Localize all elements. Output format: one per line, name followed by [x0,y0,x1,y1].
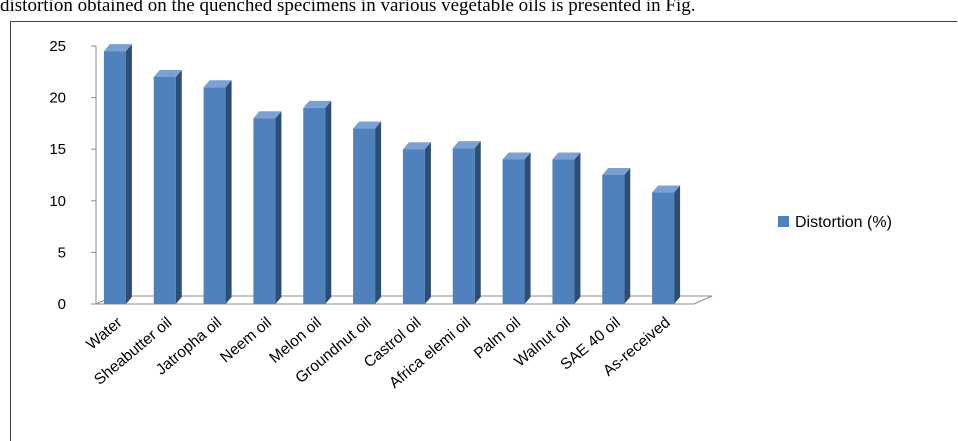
bar-side [225,80,232,304]
bar-as-received [652,185,681,304]
bar-sheabutter-oil [153,69,182,305]
figure-caption: distortion obtained on the quenched spec… [0,0,696,16]
bar-side [125,44,132,304]
bar-front [253,118,276,305]
bar-front [652,192,675,304]
bar-side [624,168,631,304]
bar-side [375,121,382,304]
x-tick-label: Water [83,314,125,353]
bar-top [303,100,332,108]
bar-top [452,141,481,149]
bar-side [325,100,332,304]
bar-groundnut-oil [353,121,382,304]
bar-sae-40-oil [602,168,631,304]
bar-side [524,152,531,304]
bar-side [574,152,581,304]
bar-side [674,185,681,304]
y-tick-label: 0 [58,296,66,313]
x-tick-label: Neem oil [217,314,275,366]
bar-front [303,107,326,304]
y-tick-label: 10 [49,193,66,210]
bar-top [153,69,182,77]
legend-label: Distortion (%) [795,214,892,231]
bar-front [103,51,126,304]
legend-swatch [778,216,789,227]
bar-top [402,142,431,150]
y-tick-label: 20 [49,90,66,107]
bar-water [103,44,132,304]
bar-top [203,80,232,88]
bar-walnut-oil [552,152,581,304]
bar-top [552,152,581,160]
bar-front [602,175,625,304]
bar-top [353,121,382,129]
bar-front [452,148,475,304]
y-tick-label: 25 [49,38,66,55]
y-tick-label: 5 [58,244,66,261]
bar-front [502,159,525,304]
bar-top [652,185,681,193]
bar-top [253,111,282,119]
bar-top [602,168,631,175]
bar-castrol-oil [402,142,431,304]
bar-top [502,152,531,160]
bar-top [103,44,132,52]
bar-front [203,87,226,304]
bar-front [402,149,425,304]
bar-front [353,128,376,304]
bar-neem-oil [253,111,282,305]
bar-side [424,142,431,304]
bar-africa-elemi-oil [452,141,481,304]
bar-palm-oil [502,152,531,304]
bar-melon-oil [303,100,332,304]
bar-side [275,111,282,305]
bar-front [153,76,176,305]
bar-jatropha-oil [203,80,232,304]
bar-side [474,141,481,304]
bar-side [175,69,182,305]
bar-front [552,159,575,304]
chart-frame [10,21,957,441]
y-tick-label: 15 [49,141,66,158]
